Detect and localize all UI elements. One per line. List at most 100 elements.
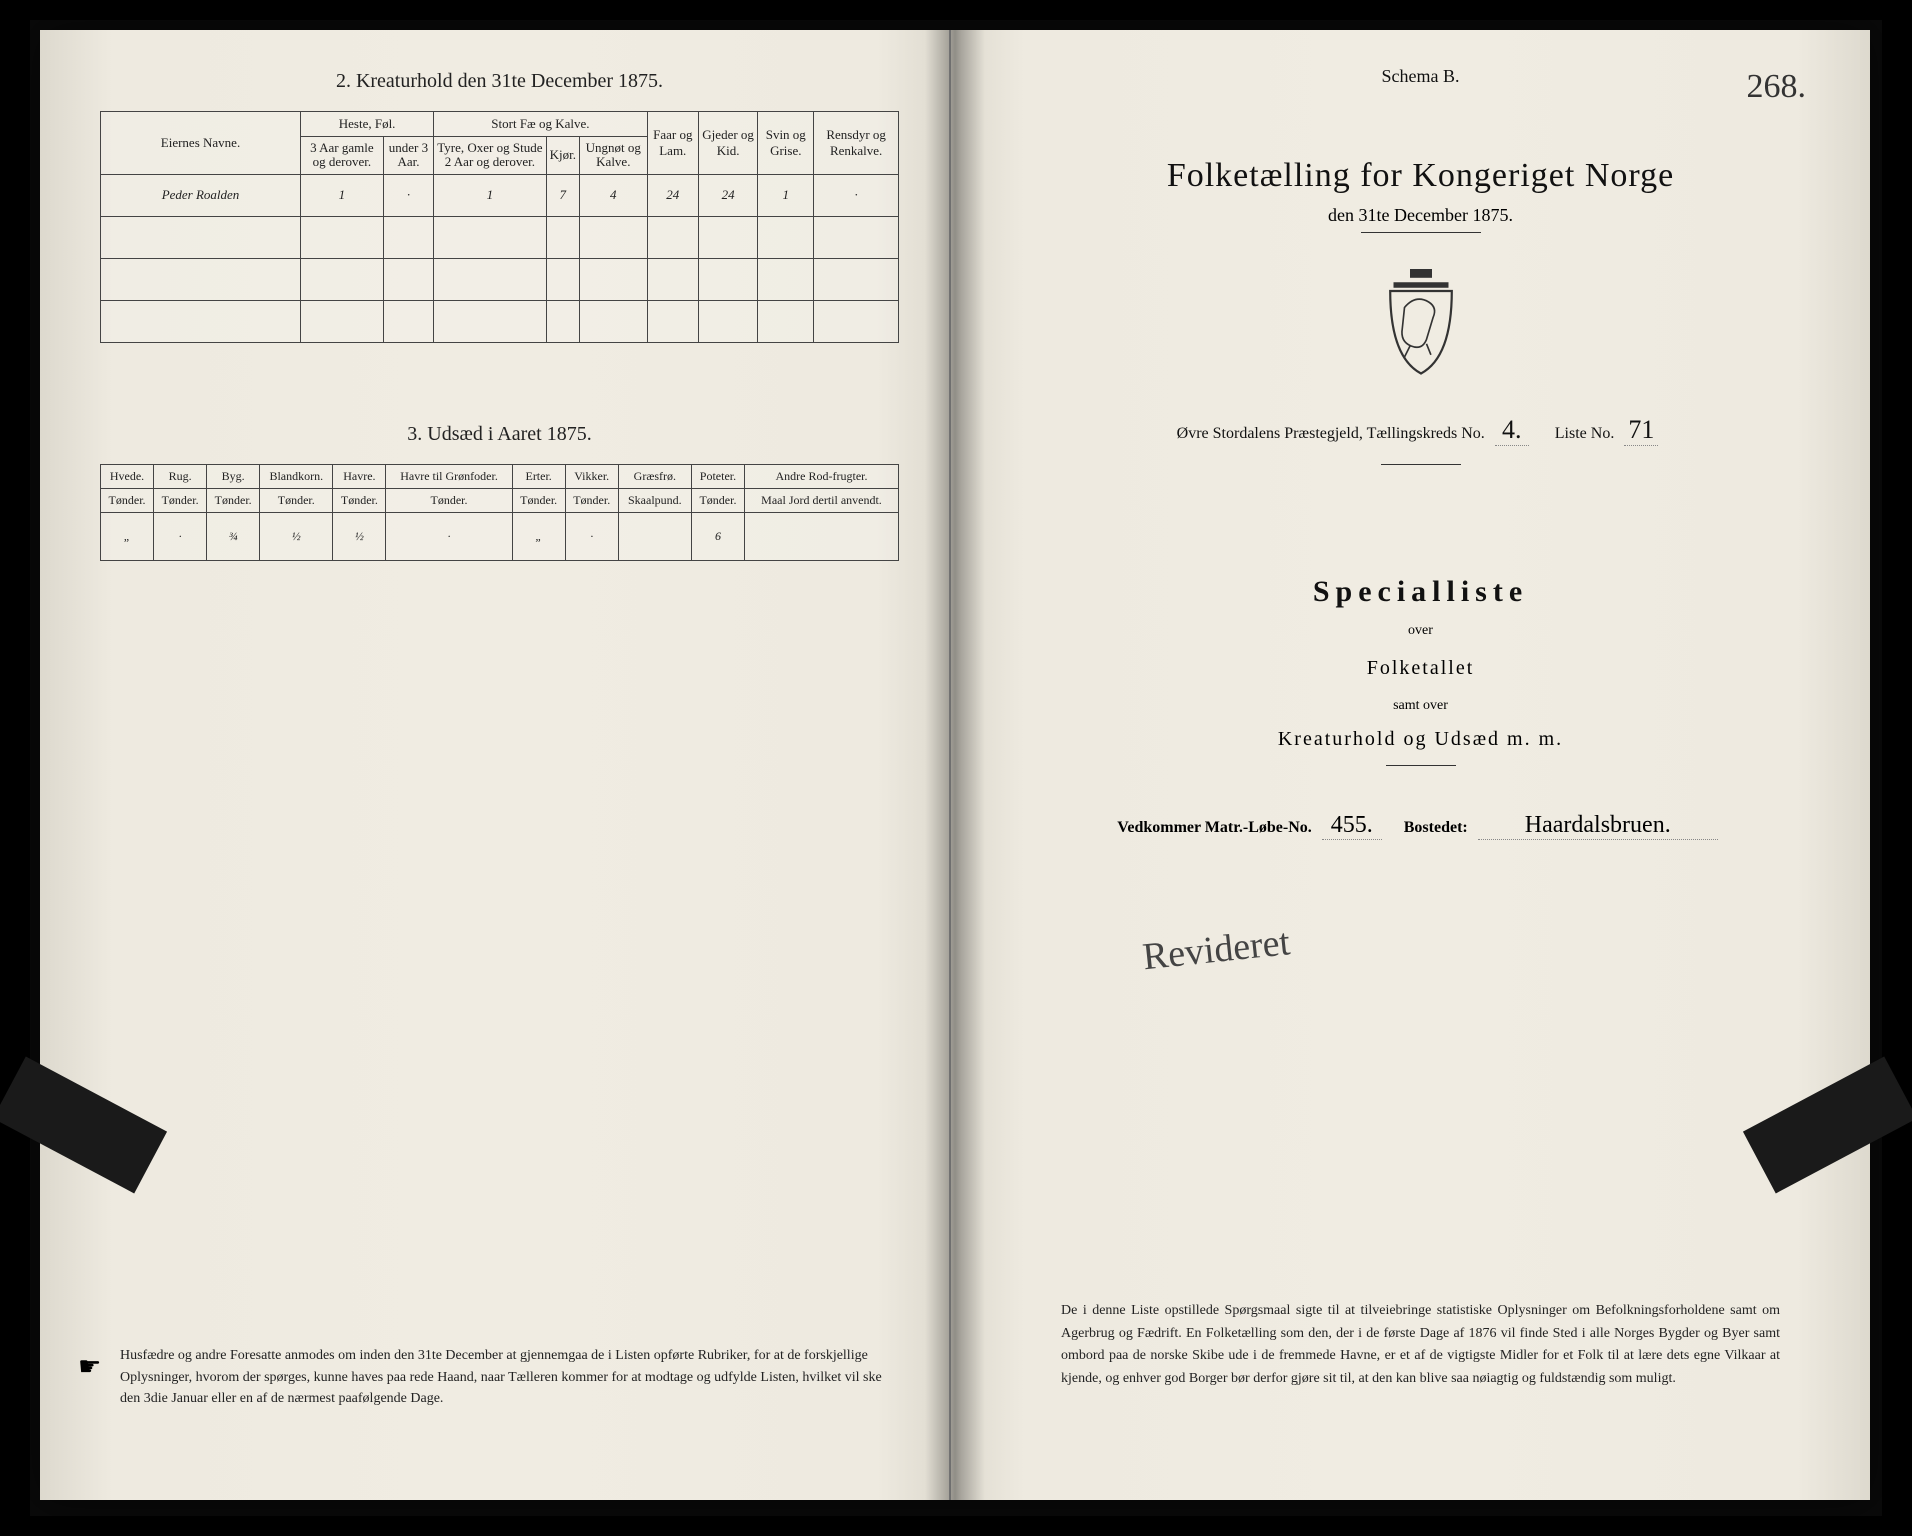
- seed-col: Hvede.: [101, 464, 154, 488]
- cell: ·: [383, 174, 433, 216]
- seed-col: Vikker.: [565, 464, 618, 488]
- colgrp-horses: Heste, Føl.: [301, 112, 434, 137]
- bottom-paragraph: De i denne Liste opstillede Spørgsmaal s…: [1061, 1300, 1780, 1390]
- col-sheep: Faar og Lam.: [647, 112, 698, 175]
- sub-s1: Tyre, Oxer og Stude 2 Aar og derover.: [434, 137, 546, 175]
- liste-label: Liste No.: [1555, 425, 1615, 442]
- cell: 1: [434, 174, 546, 216]
- specialliste-heading: Specialliste: [1021, 575, 1820, 609]
- census-subtitle: den 31te December 1875.: [1021, 205, 1820, 226]
- sub-s2: Kjør.: [546, 137, 579, 175]
- seed-sub: Tønder.: [386, 488, 512, 512]
- coat-of-arms-icon: [1376, 269, 1466, 379]
- parish-line: Øvre Stordalens Præstegjeld, Tællingskre…: [1021, 415, 1820, 446]
- cell: ·: [386, 512, 512, 560]
- cell: „: [512, 512, 565, 560]
- seed-sub: Tønder.: [260, 488, 333, 512]
- liste-no: 71: [1624, 415, 1658, 446]
- cell: ·: [154, 512, 207, 560]
- bosted-value: Haardalsbruen.: [1478, 812, 1718, 840]
- kreds-no: 4.: [1495, 415, 1529, 446]
- seed-col: Rug.: [154, 464, 207, 488]
- vedk-label: Vedkommer Matr.-Løbe-No.: [1117, 819, 1312, 836]
- cell: ½: [260, 512, 333, 560]
- seed-col: Havre.: [333, 464, 386, 488]
- cell: 7: [546, 174, 579, 216]
- cell: „: [101, 512, 154, 560]
- livestock-table: Eiernes Navne. Heste, Føl. Stort Fæ og K…: [100, 111, 899, 343]
- table-row: [101, 258, 899, 300]
- right-page: Schema B. 268. Folketælling for Kongerig…: [951, 30, 1870, 1500]
- owner-name: Peder Roalden: [101, 174, 301, 216]
- cell: 24: [647, 174, 698, 216]
- pointing-hand-icon: ☛: [78, 1347, 101, 1387]
- folketallet-label: Folketallet: [1021, 657, 1820, 680]
- cell: ¾: [207, 512, 260, 560]
- seed-table: Hvede. Rug. Byg. Blandkorn. Havre. Havre…: [100, 464, 899, 561]
- seed-header-row: Hvede. Rug. Byg. Blandkorn. Havre. Havre…: [101, 464, 899, 488]
- sub-h1: 3 Aar gamle og derover.: [301, 137, 384, 175]
- col-reindeer: Rensdyr og Renkalve.: [814, 112, 899, 175]
- seed-sub: Skaalpund.: [618, 488, 691, 512]
- kreatur-line: Kreaturhold og Udsæd m. m.: [1021, 728, 1820, 751]
- schema-label: Schema B.: [1021, 66, 1820, 87]
- table-row: [101, 216, 899, 258]
- film-edge: [0, 0, 30, 1536]
- section2-title: 2. Kreaturhold den 31te December 1875.: [100, 70, 899, 93]
- instruction-note: ☛ Husfædre og andre Foresatte anmodes om…: [120, 1345, 889, 1410]
- over-label: over: [1021, 623, 1820, 639]
- sub-s3: Ungnøt og Kalve.: [579, 137, 647, 175]
- cell: 24: [698, 174, 757, 216]
- divider: [1386, 765, 1456, 766]
- seed-sub: Tønder.: [154, 488, 207, 512]
- film-edge: [1882, 0, 1912, 1536]
- census-title: Folketælling for Kongeriget Norge: [1021, 157, 1820, 195]
- seed-col: Havre til Grønfoder.: [386, 464, 512, 488]
- matr-no: 455.: [1322, 812, 1382, 840]
- seed-sub-row: Tønder. Tønder. Tønder. Tønder. Tønder. …: [101, 488, 899, 512]
- instruction-text: Husfædre og andre Foresatte anmodes om i…: [120, 1348, 882, 1406]
- seed-sub: Tønder.: [333, 488, 386, 512]
- table-row: [101, 300, 899, 342]
- cell: 6: [691, 512, 744, 560]
- section3-title: 3. Udsæd i Aaret 1875.: [100, 423, 899, 446]
- film-edge: [0, 1516, 1912, 1536]
- cell: 1: [758, 174, 814, 216]
- vedkommer-line: Vedkommer Matr.-Løbe-No. 455. Bostedet: …: [1021, 812, 1820, 840]
- seed-sub: Tønder.: [691, 488, 744, 512]
- book-spread: 2. Kreaturhold den 31te December 1875. E…: [40, 30, 1870, 1500]
- bosted-label: Bostedet:: [1404, 819, 1468, 836]
- seed-col: Erter.: [512, 464, 565, 488]
- cell: [744, 512, 898, 560]
- table-row: Peder Roalden 1 · 1 7 4 24 24 1 ·: [101, 174, 899, 216]
- colgrp-cattle: Stort Fæ og Kalve.: [434, 112, 647, 137]
- divider: [1381, 464, 1461, 465]
- seed-col: Poteter.: [691, 464, 744, 488]
- page-number: 268.: [1747, 68, 1807, 106]
- divider: [1361, 232, 1481, 233]
- parish-prefix: Øvre Stordalens Præstegjeld, Tællingskre…: [1177, 425, 1485, 442]
- revideret-stamp: Revideret: [1141, 865, 1821, 980]
- col-swine: Svin og Grise.: [758, 112, 814, 175]
- seed-col: Byg.: [207, 464, 260, 488]
- cell: 1: [301, 174, 384, 216]
- film-edge: [0, 0, 1912, 20]
- cell: ½: [333, 512, 386, 560]
- seed-col: Andre Rod-frugter.: [744, 464, 898, 488]
- seed-sub: Tønder.: [101, 488, 154, 512]
- cell: ·: [565, 512, 618, 560]
- seed-sub: Maal Jord dertil anvendt.: [744, 488, 898, 512]
- col-owner: Eiernes Navne.: [101, 112, 301, 175]
- seed-col: Græsfrø.: [618, 464, 691, 488]
- col-goats: Gjeder og Kid.: [698, 112, 757, 175]
- seed-sub: Tønder.: [565, 488, 618, 512]
- seed-sub: Tønder.: [512, 488, 565, 512]
- sub-h2: under 3 Aar.: [383, 137, 433, 175]
- cell: [618, 512, 691, 560]
- table-row: „ · ¾ ½ ½ · „ · 6: [101, 512, 899, 560]
- seed-sub: Tønder.: [207, 488, 260, 512]
- cell: ·: [814, 174, 899, 216]
- seed-col: Blandkorn.: [260, 464, 333, 488]
- left-page: 2. Kreaturhold den 31te December 1875. E…: [40, 30, 951, 1500]
- cell: 4: [579, 174, 647, 216]
